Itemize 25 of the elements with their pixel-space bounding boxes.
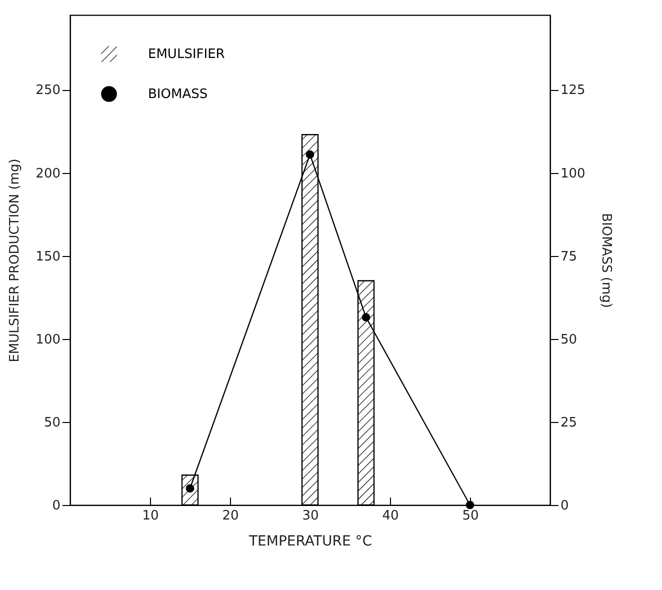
y-tick-label: 0 — [52, 498, 60, 514]
y2-tick-label: 50 — [560, 332, 578, 348]
y2-tick-label: 125 — [560, 83, 586, 98]
y2-tick-label: 75 — [560, 249, 578, 264]
x-tick-label: 40 — [382, 508, 399, 524]
x-tick-label: 50 — [462, 508, 479, 524]
y-tick-label: 200 — [36, 166, 60, 182]
legend-label: EMULSIFIER — [148, 47, 225, 62]
x-tick-label: 30 — [302, 508, 319, 524]
legend-label: BIOMASS — [148, 87, 208, 102]
y-tick-label: 150 — [36, 249, 60, 264]
y-tick-label: 50 — [44, 415, 60, 430]
y-axis-title: EMULSIFIER PRODUCTION (mg) — [8, 158, 23, 362]
y-tick-label: 100 — [36, 332, 60, 348]
y2-tick-label: 25 — [560, 415, 578, 430]
y2-tick-label: 0 — [560, 498, 569, 514]
x-tick-label: 10 — [142, 508, 159, 524]
y2-tick-label: 100 — [560, 166, 586, 182]
point — [466, 500, 474, 510]
point — [306, 150, 314, 159]
point — [362, 313, 370, 322]
y-tick-label: 250 — [36, 83, 60, 98]
x-axis-title: TEMPERATURE °C — [248, 534, 372, 550]
y2-axis-title: BIOMASS (mg) — [598, 213, 614, 308]
x-tick-label: 20 — [222, 508, 239, 524]
